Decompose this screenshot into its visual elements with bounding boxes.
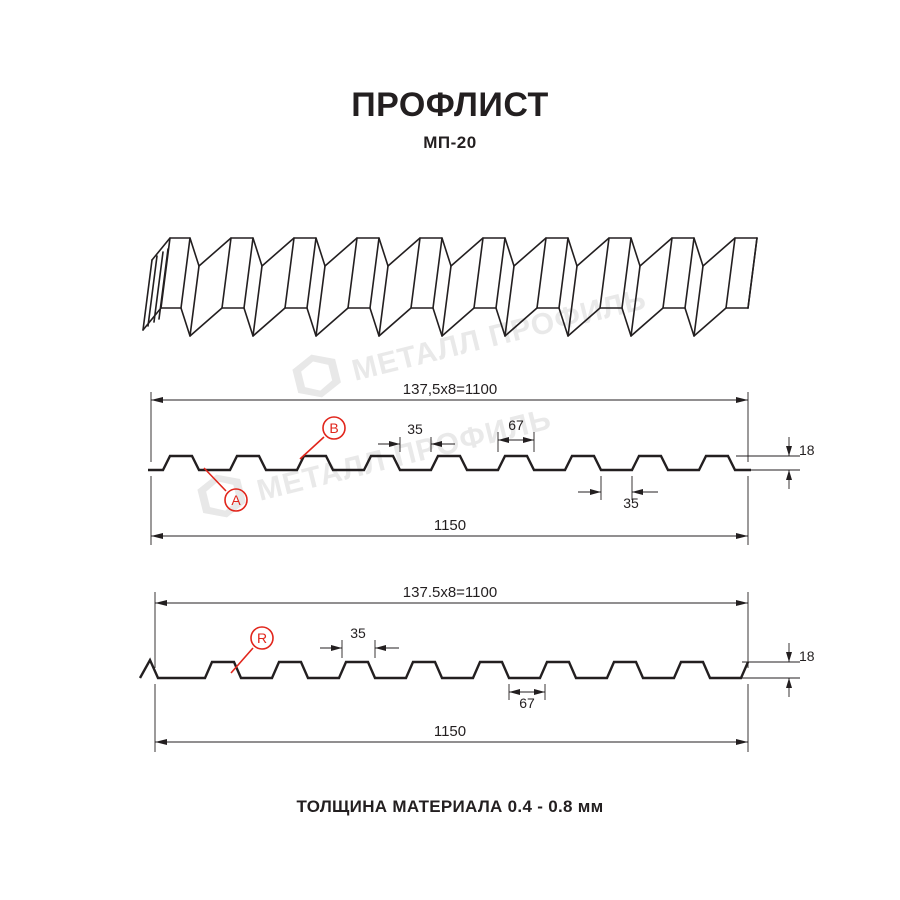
material-thickness-note: ТОЛЩИНА МАТЕРИАЛА 0.4 - 0.8 мм: [296, 797, 604, 816]
dim-height-bottom: 18: [799, 648, 815, 664]
callout-r-label: R: [257, 630, 267, 646]
dim-height-middle: 18: [799, 442, 815, 458]
dim-35-bottom-middle: 35: [623, 495, 639, 511]
dim-67-bottom-view: 67: [519, 695, 535, 711]
callout-b-label: B: [329, 420, 338, 436]
dim-35-bottom-view: 35: [350, 625, 366, 641]
callout-a-circle: [224, 488, 248, 512]
page-title: ПРОФЛИСТ: [351, 86, 549, 124]
callout-b-circle: [322, 416, 346, 440]
dim-bottom-middle: 1150: [434, 517, 466, 534]
page-subtitle: МП-20: [423, 133, 477, 152]
dim-67-middle: 67: [508, 417, 524, 433]
callout-r-circle: [250, 626, 274, 650]
dim-top-bottom: 137.5х8=1100: [403, 584, 497, 601]
dim-top-middle: 137,5х8=1100: [403, 381, 497, 398]
dim-bottom-bottom: 1150: [434, 723, 466, 740]
callout-a-label: A: [231, 492, 241, 508]
dim-35-left-middle: 35: [407, 421, 423, 437]
